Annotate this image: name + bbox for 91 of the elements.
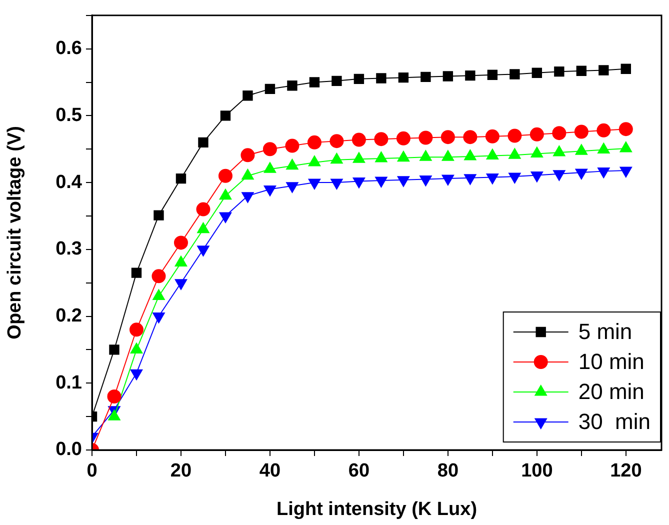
point (530, 127, 544, 142)
point (576, 66, 587, 76)
point (130, 369, 143, 380)
point (420, 72, 431, 82)
point (240, 148, 255, 162)
point (486, 173, 499, 184)
legend-label: 20 min (578, 379, 644, 404)
point (553, 170, 566, 181)
point (532, 68, 542, 78)
point (196, 202, 210, 216)
x-tick-label: 60 (348, 460, 370, 482)
point (242, 192, 254, 203)
x-tick-label: 100 (521, 460, 553, 482)
point (287, 80, 298, 91)
point (218, 168, 232, 183)
point (220, 110, 231, 121)
point (307, 135, 322, 150)
point (485, 129, 500, 144)
x-tick-label: 40 (259, 460, 281, 482)
point (510, 69, 520, 80)
point (131, 268, 142, 278)
point (219, 212, 232, 223)
point (107, 390, 122, 404)
point (330, 134, 344, 148)
point (420, 175, 432, 186)
point (574, 124, 588, 139)
point (176, 173, 186, 184)
point (262, 142, 277, 156)
point (397, 176, 410, 187)
y-tick-label: 0.2 (56, 306, 82, 327)
point (508, 172, 521, 184)
x-tick-label: 80 (437, 460, 459, 482)
point (530, 171, 544, 182)
legend-label: 30 min (578, 409, 651, 434)
point (129, 322, 144, 337)
point (440, 130, 455, 144)
legend-label: 5 min (578, 319, 632, 344)
x-tick-label: 20 (170, 460, 192, 482)
point (463, 130, 478, 144)
point (396, 131, 410, 146)
point (598, 167, 610, 178)
y-tick-label: 0.6 (56, 38, 82, 60)
y-axis-title: Open circuit voltage (V) (4, 126, 26, 340)
x-axis-title: Light intensity (K Lux) (276, 498, 478, 520)
point (264, 84, 276, 94)
point (152, 312, 165, 324)
y-tick-label: 0.0 (56, 439, 82, 460)
point (174, 236, 188, 250)
point (264, 185, 276, 196)
x-tick-label: 120 (610, 460, 642, 482)
point (596, 123, 611, 138)
x-tick-label: 0 (86, 460, 98, 482)
point (376, 73, 386, 84)
point (352, 177, 366, 188)
point (508, 128, 522, 143)
point (374, 132, 388, 146)
point (332, 76, 342, 86)
point (308, 178, 321, 190)
point (552, 126, 566, 140)
point (442, 174, 454, 186)
point (286, 182, 298, 193)
point (620, 166, 632, 178)
point (575, 168, 588, 180)
y-tick-label: 0.4 (56, 172, 82, 193)
point (442, 71, 454, 82)
point (354, 74, 364, 84)
y-tick-label: 0.1 (56, 372, 82, 394)
point (285, 138, 300, 153)
point (618, 122, 633, 136)
point (197, 246, 210, 256)
point (352, 132, 366, 147)
y-tick-label: 0.3 (56, 238, 82, 260)
point (418, 130, 433, 145)
point (620, 64, 632, 74)
point (375, 176, 388, 188)
point (464, 174, 476, 185)
point (242, 90, 253, 101)
point (109, 344, 120, 355)
point (465, 70, 476, 81)
point (398, 72, 409, 83)
point (330, 178, 343, 190)
point (198, 137, 208, 148)
y-tick-label: 0.5 (56, 104, 82, 126)
point (154, 210, 164, 220)
point (554, 66, 564, 77)
point (598, 65, 609, 76)
point (487, 70, 498, 80)
point (152, 269, 166, 284)
point (174, 279, 188, 290)
legend-label: 10 min (578, 349, 644, 374)
point (309, 77, 320, 88)
